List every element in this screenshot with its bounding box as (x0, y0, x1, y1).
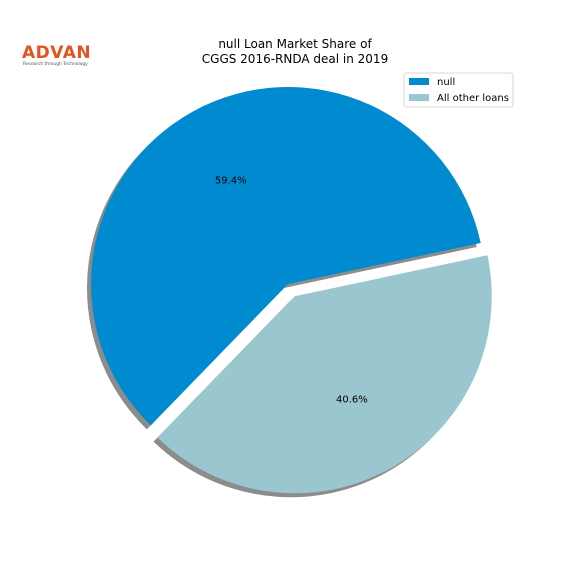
legend-frame (403, 72, 514, 108)
chart-title: null Loan Market Share of CGGS 2016-RNDA… (202, 37, 388, 66)
legend: null All other loans (403, 72, 514, 108)
legend-swatch-null (409, 78, 429, 85)
pie-slice-null (91, 87, 481, 426)
pie-slices (91, 87, 492, 494)
pct-label-null: 59.4% (215, 176, 247, 187)
pie-labels: 59.4% 40.6% (215, 176, 368, 406)
chart-title-line-1: null Loan Market Share of (218, 37, 372, 51)
chart-title-line-2: CGGS 2016-RNDA deal in 2019 (202, 52, 388, 66)
legend-label-null: null (437, 77, 455, 88)
pct-label-all-other-loans: 40.6% (336, 395, 368, 406)
legend-label-all-other-loans: All other loans (437, 93, 509, 104)
pie-slice-all-other-loans (157, 255, 492, 494)
logo-wordmark: ADVAN (22, 43, 91, 63)
legend-swatch-all-other-loans (409, 94, 429, 101)
logo-tagline: Research through Technology (23, 61, 88, 67)
advan-logo: ADVAN Research through Technology (22, 43, 91, 67)
